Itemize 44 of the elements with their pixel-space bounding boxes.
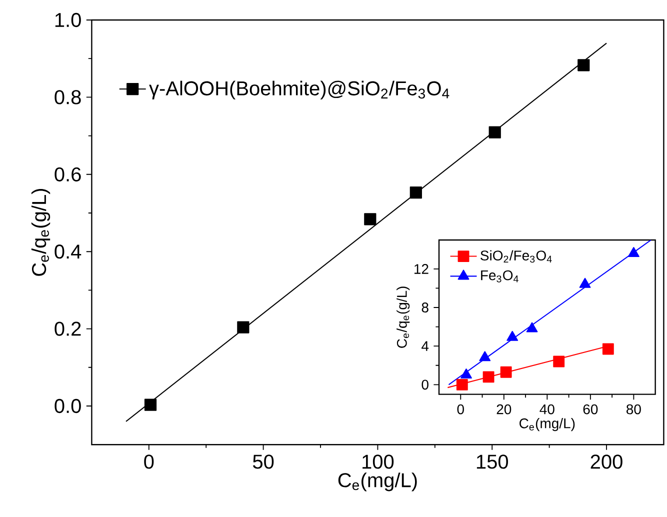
legend-label: γ-AlOOH(Boehmite)@SiO$_{2}$/Fe$_{3}$O$_{4}$ <box>149 80 450 100</box>
point <box>364 213 376 226</box>
point <box>602 343 614 355</box>
x-tick-label: 0 <box>457 404 464 414</box>
x-tick-label: 150 <box>476 454 508 469</box>
x-axis-title: C$_{e}$(mg/L) <box>520 418 575 432</box>
point <box>237 321 250 334</box>
y-tick-label: 4 <box>422 341 429 351</box>
y-tick-label: 0.4 <box>54 244 82 259</box>
y-axis-title: C$_{e}$/q$_{e}$(g/L) <box>31 188 50 276</box>
point <box>488 126 501 138</box>
legend-label: SiO$_{2}$/Fe$_{3}$O$_{4}$ <box>480 250 552 263</box>
x-tick-label: 60 <box>583 404 598 414</box>
y-axis-title: C$_{e}$/q$_{e}$(g/L) <box>396 286 410 348</box>
y-tick-label: 0.6 <box>54 167 81 182</box>
x-tick-label: 100 <box>362 454 394 469</box>
point <box>579 278 591 288</box>
point <box>482 371 494 383</box>
x-axis-title: C$_{e}$(mg/L) <box>338 472 417 492</box>
point <box>144 398 157 411</box>
y-tick-label: 0.0 <box>54 398 81 414</box>
y-tick-label: 8 <box>422 302 428 312</box>
point <box>506 330 518 341</box>
x-tick-label: 80 <box>626 404 641 414</box>
y-tick-label: 1.0 <box>55 12 81 28</box>
point <box>526 322 538 332</box>
point <box>460 368 472 379</box>
y-tick-label: 0.2 <box>54 322 81 336</box>
x-tick-label: 40 <box>540 404 554 414</box>
legend-label: Fe$_{3}$O$_{4}$ <box>481 270 518 282</box>
x-tick-label: 20 <box>496 404 512 414</box>
y-tick-label: 0.8 <box>54 90 81 104</box>
y-tick-label: 12 <box>414 264 428 274</box>
x-tick-label: 50 <box>252 454 274 469</box>
point <box>479 351 491 362</box>
point <box>628 246 640 258</box>
y-tick-label: 0 <box>422 380 428 390</box>
point <box>500 366 512 378</box>
point <box>578 59 590 72</box>
x-tick-label: 0 <box>144 454 154 469</box>
point <box>456 378 468 390</box>
point <box>410 186 422 199</box>
x-tick-label: 200 <box>590 454 622 469</box>
point <box>553 356 565 368</box>
